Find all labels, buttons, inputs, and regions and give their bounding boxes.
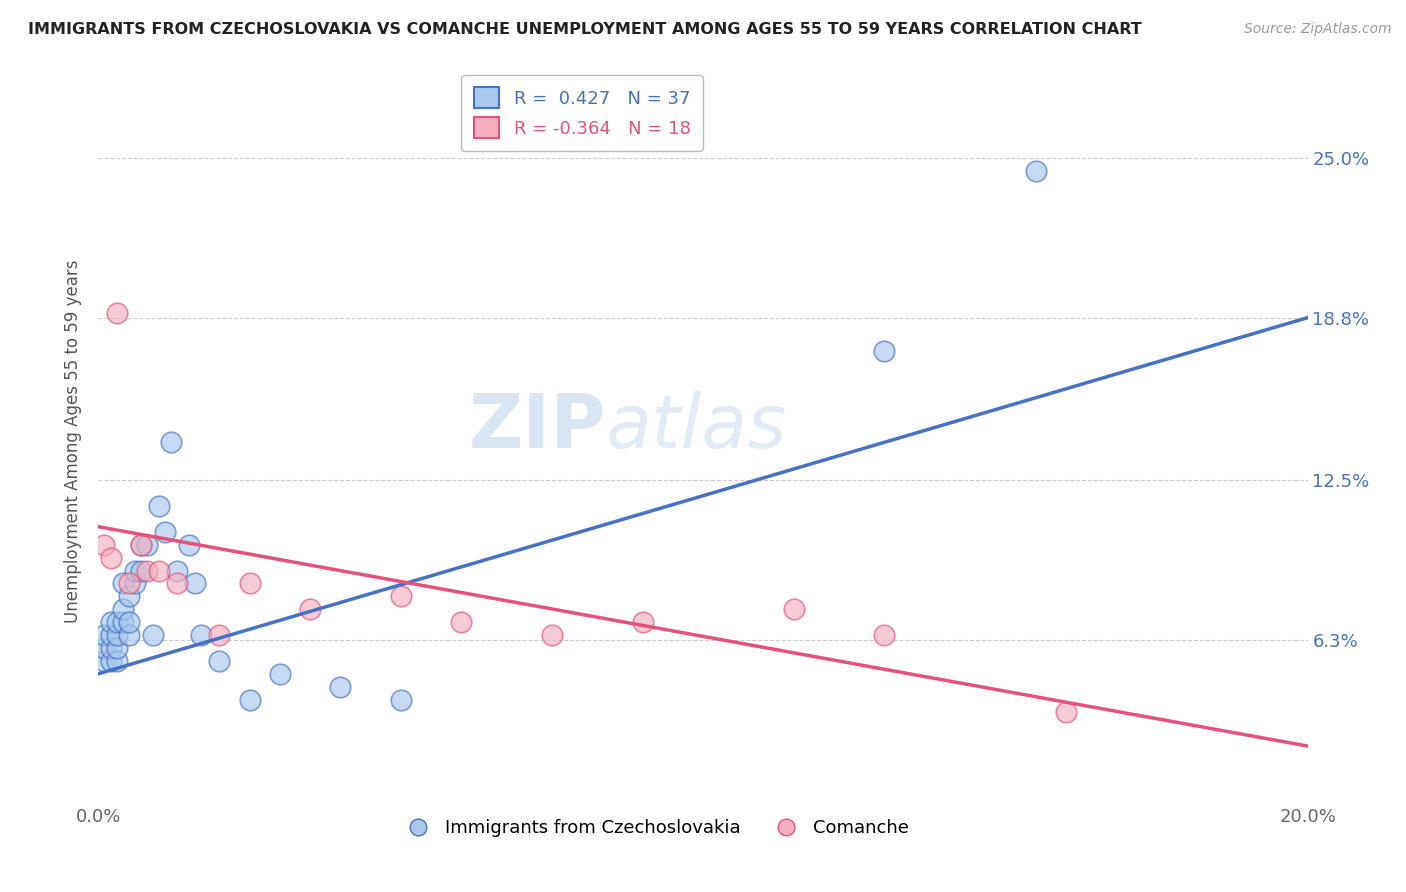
Point <box>135 564 157 578</box>
Point <box>208 654 231 668</box>
Point <box>631 615 654 630</box>
Point <box>111 615 134 630</box>
Point <box>129 538 152 552</box>
Point <box>239 576 262 591</box>
Text: ZIP: ZIP <box>470 391 606 464</box>
Point <box>239 692 262 706</box>
Point <box>450 615 472 630</box>
Point <box>179 538 201 552</box>
Point <box>93 654 115 668</box>
Point <box>100 550 122 565</box>
Point <box>329 680 352 694</box>
Point <box>100 615 122 630</box>
Y-axis label: Unemployment Among Ages 55 to 59 years: Unemployment Among Ages 55 to 59 years <box>63 260 82 624</box>
Point <box>1054 706 1077 720</box>
Point <box>105 654 128 668</box>
Point <box>160 434 183 449</box>
Text: IMMIGRANTS FROM CZECHOSLOVAKIA VS COMANCHE UNEMPLOYMENT AMONG AGES 55 TO 59 YEAR: IMMIGRANTS FROM CZECHOSLOVAKIA VS COMANC… <box>28 22 1142 37</box>
Point <box>166 576 188 591</box>
Point <box>124 576 146 591</box>
Point <box>148 564 170 578</box>
Point <box>184 576 207 591</box>
Point <box>873 344 896 359</box>
Point <box>118 576 141 591</box>
Point <box>873 628 896 642</box>
Point <box>111 602 134 616</box>
Point <box>111 576 134 591</box>
Point <box>124 564 146 578</box>
Point <box>105 615 128 630</box>
Point <box>93 640 115 655</box>
Point <box>142 628 165 642</box>
Point <box>129 564 152 578</box>
Point <box>93 538 115 552</box>
Point <box>105 640 128 655</box>
Point <box>389 692 412 706</box>
Point <box>105 628 128 642</box>
Point <box>100 654 122 668</box>
Point <box>783 602 806 616</box>
Point <box>208 628 231 642</box>
Point <box>389 590 412 604</box>
Point <box>105 305 128 319</box>
Point <box>1024 163 1046 178</box>
Point <box>299 602 322 616</box>
Point <box>190 628 212 642</box>
Point <box>166 564 188 578</box>
Point <box>93 628 115 642</box>
Point <box>153 524 176 539</box>
Text: Source: ZipAtlas.com: Source: ZipAtlas.com <box>1244 22 1392 37</box>
Text: atlas: atlas <box>606 391 787 463</box>
Point <box>118 615 141 630</box>
Point <box>118 628 141 642</box>
Point <box>148 499 170 513</box>
Point <box>135 538 157 552</box>
Point <box>118 590 141 604</box>
Legend: Immigrants from Czechoslovakia, Comanche: Immigrants from Czechoslovakia, Comanche <box>394 812 917 845</box>
Point <box>540 628 562 642</box>
Point <box>100 640 122 655</box>
Point <box>129 538 152 552</box>
Point <box>100 628 122 642</box>
Point <box>269 666 291 681</box>
